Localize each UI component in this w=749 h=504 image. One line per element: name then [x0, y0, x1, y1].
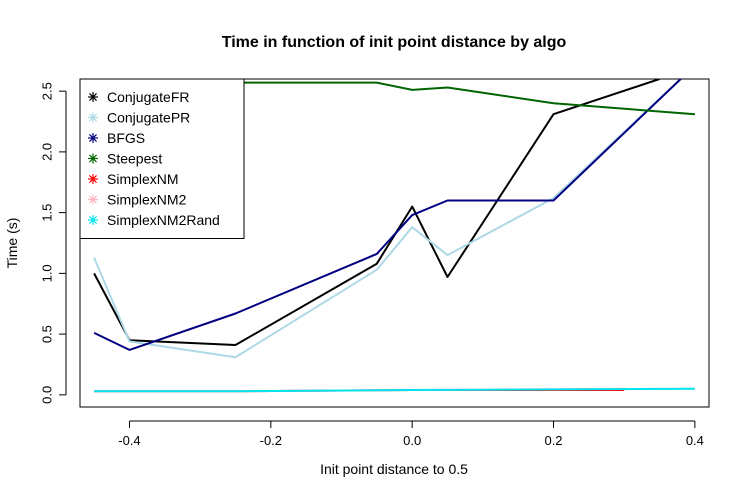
legend-entry-label: Steepest — [107, 151, 162, 167]
y-tick-label: 0.0 — [40, 386, 55, 404]
legend: ConjugateFR ConjugatePR BFGS Steepest Simple… — [79, 78, 245, 239]
chart-title: Time in function of init point distance … — [222, 34, 567, 51]
series-line-simplexnm2rand — [94, 387, 695, 393]
y-tick-label: 1.5 — [40, 204, 55, 222]
series-line-steepest — [235, 81, 695, 116]
legend-marker-asterisk-icon — [88, 174, 98, 184]
legend-entry-label: ConjugateFR — [107, 89, 190, 105]
x-tick-label: 0.0 — [403, 433, 421, 448]
plot-box — [79, 78, 710, 408]
legend-box — [79, 78, 245, 239]
legend-marker-asterisk-icon — [88, 215, 98, 225]
x-axis: -0.4 -0.2 0.0 0.2 0.4 — [118, 420, 704, 448]
legend-marker-asterisk-icon — [88, 133, 98, 143]
legend-entry-label: SimplexNM2Rand — [107, 212, 220, 228]
x-tick-label: -0.2 — [260, 433, 282, 448]
y-axis: 0.0 0.5 1.0 1.5 2.0 2.5 — [40, 82, 67, 404]
legend-entry-label: ConjugatePR — [107, 110, 190, 126]
y-tick-label: 0.5 — [40, 325, 55, 343]
legend-marker-asterisk-icon — [88, 194, 98, 205]
series-layer — [93, 79, 695, 393]
legend-marker-asterisk-icon — [88, 92, 98, 102]
legend-entry-label: SimplexNM — [107, 171, 179, 187]
y-tick-label: 2.5 — [40, 82, 55, 100]
x-tick-label: -0.4 — [118, 433, 140, 448]
legend-entry-label: SimplexNM2 — [107, 192, 187, 208]
series-line-bfgs — [93, 79, 682, 351]
x-tick-label: 0.4 — [686, 433, 704, 448]
legend-marker-asterisk-icon — [88, 112, 98, 123]
x-tick-label: 0.2 — [544, 433, 562, 448]
x-axis-label: Init point distance to 0.5 — [320, 461, 468, 477]
y-tick-label: 1.0 — [40, 264, 55, 282]
y-tick-label: 2.0 — [40, 143, 55, 161]
legend-marker-asterisk-icon — [88, 153, 98, 164]
y-axis-label: Time (s) — [4, 218, 20, 269]
legend-entry-label: BFGS — [107, 130, 145, 146]
